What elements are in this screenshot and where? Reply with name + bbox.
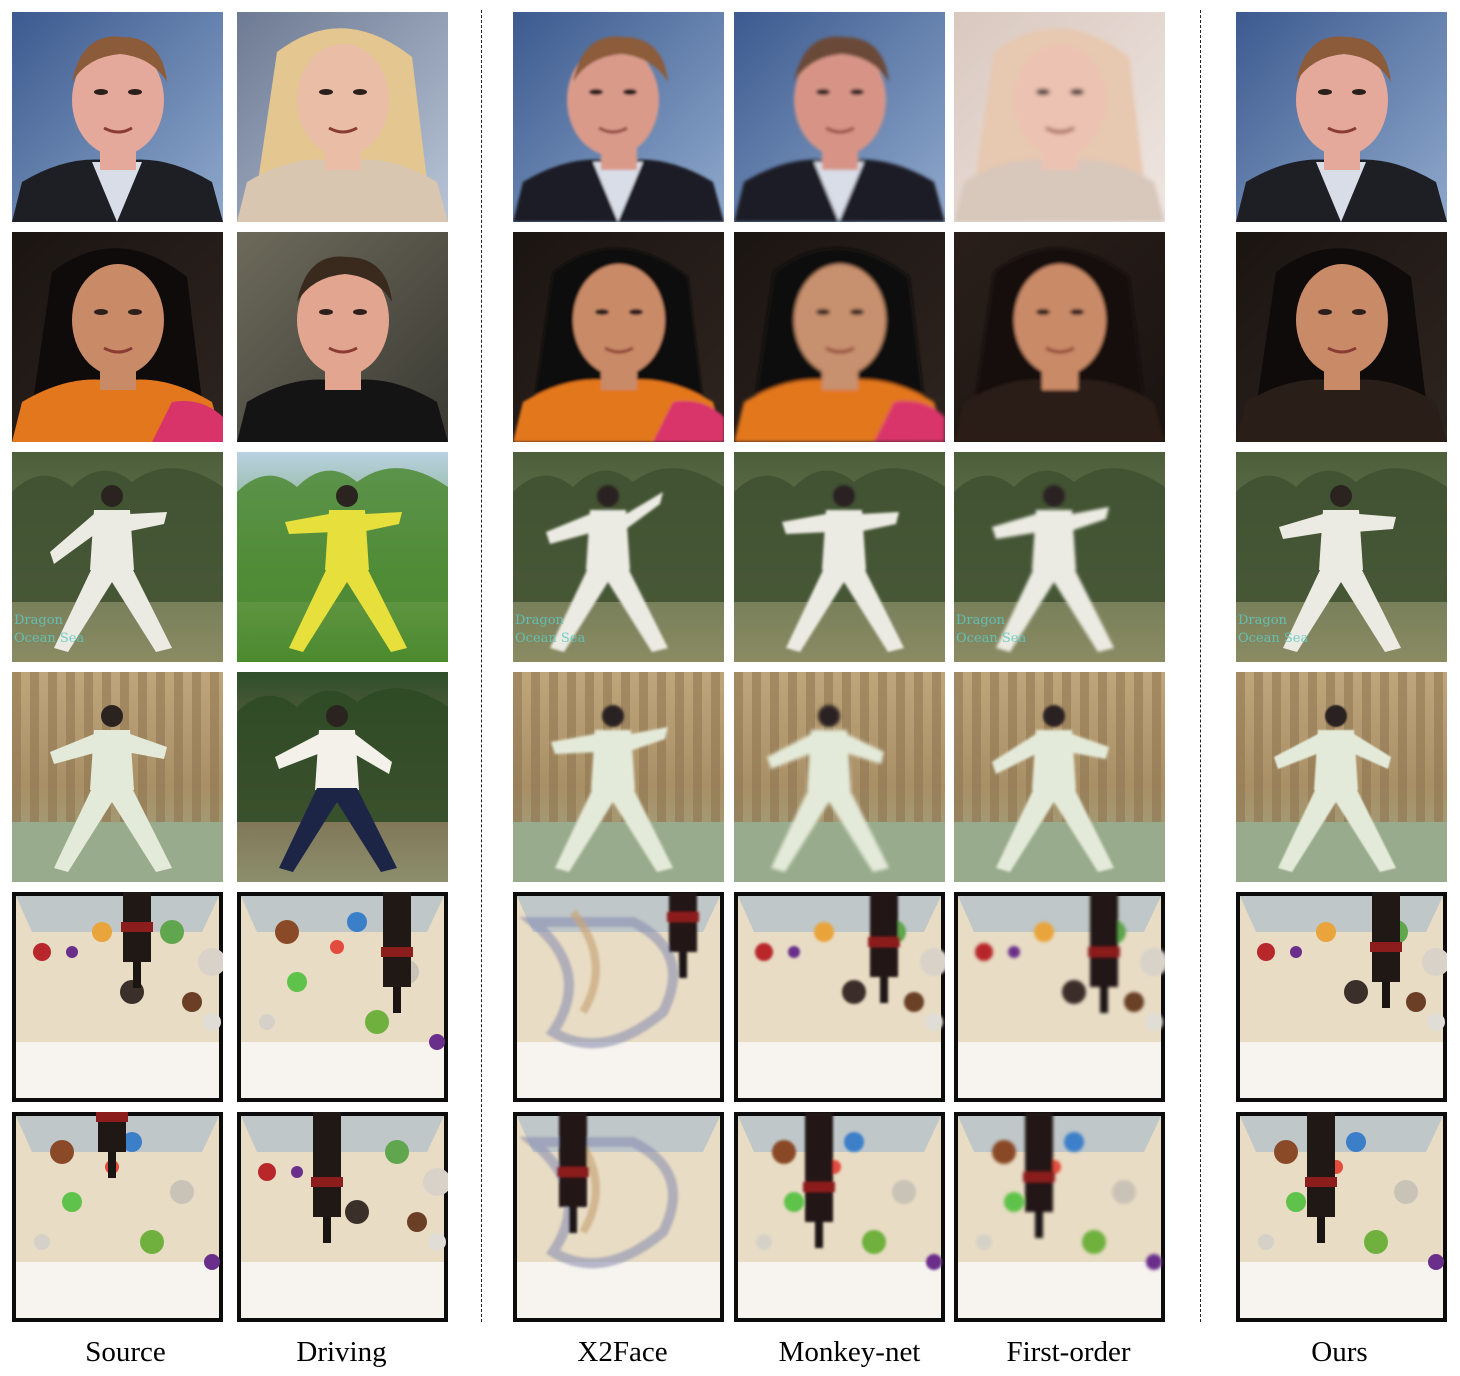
- thumbnail-ours-robot-1: [1236, 892, 1447, 1102]
- thumbnail-image: [954, 1112, 1165, 1322]
- thumbnail-image: Dragon Ocean Sea: [954, 452, 1165, 662]
- thumbnail-image: [734, 892, 945, 1102]
- thumbnail-driving-robot-1: [237, 892, 448, 1102]
- dragon-text: Dragon: [515, 613, 565, 628]
- thumbnail-firstorder-robot-2: [954, 1112, 1165, 1322]
- thumbnail-image: [1236, 672, 1447, 882]
- divider-right: [1200, 10, 1201, 1322]
- thumbnail-image: [237, 892, 448, 1102]
- thumbnail-image: [513, 892, 724, 1102]
- thumbnail-x2face-taichi-2: [513, 672, 724, 882]
- thumbnail-image: [12, 12, 223, 222]
- thumbnail-x2face-face-1: [513, 12, 724, 222]
- thumbnail-firstorder-taichi-1: Dragon Ocean Sea: [954, 452, 1165, 662]
- thumbnail-source-face-2: [12, 232, 223, 442]
- thumbnail-image: [12, 232, 223, 442]
- thumbnail-source-robot-2: [12, 1112, 223, 1322]
- ocean-text: Ocean Sea: [1238, 631, 1308, 646]
- column-label-ours: Ours: [1311, 1336, 1368, 1368]
- thumbnail-image: [237, 232, 448, 442]
- thumbnail-image: Dragon Ocean Sea: [12, 452, 223, 662]
- thumbnail-image: [1236, 1112, 1447, 1322]
- column-label-driving: Driving: [296, 1336, 387, 1368]
- ocean-text: Ocean Sea: [14, 631, 84, 646]
- thumbnail-firstorder-robot-1: [954, 892, 1165, 1102]
- thumbnail-ours-robot-2: [1236, 1112, 1447, 1322]
- thumbnail-firstorder-face-1: [954, 12, 1165, 222]
- thumbnail-image: [734, 672, 945, 882]
- thumbnail-driving-taichi-1: [237, 452, 448, 662]
- thumbnail-image: [734, 452, 945, 662]
- thumbnail-image: [954, 892, 1165, 1102]
- thumbnail-source-taichi-1: Dragon Ocean Sea: [12, 452, 223, 662]
- thumbnail-ours-face-2: [1236, 232, 1447, 442]
- ocean-text: Ocean Sea: [515, 631, 585, 646]
- thumbnail-driving-robot-2: [237, 1112, 448, 1322]
- thumbnail-driving-face-1: [237, 12, 448, 222]
- thumbnail-source-taichi-2: [12, 672, 223, 882]
- column-label-source: Source: [85, 1336, 166, 1368]
- thumbnail-image: [954, 232, 1165, 442]
- thumbnail-source-face-1: [12, 12, 223, 222]
- thumbnail-driving-taichi-2: [237, 672, 448, 882]
- thumbnail-ours-face-1: [1236, 12, 1447, 222]
- thumbnail-x2face-robot-2: [513, 1112, 724, 1322]
- thumbnail-image: [1236, 232, 1447, 442]
- ocean-text: Ocean Sea: [956, 631, 1026, 646]
- thumbnail-image: Dragon Ocean Sea: [1236, 452, 1447, 662]
- column-label-firstorder: First-order: [1006, 1336, 1131, 1368]
- thumbnail-image: Dragon Ocean Sea: [513, 452, 724, 662]
- thumbnail-firstorder-face-2: [954, 232, 1165, 442]
- thumbnail-image: [513, 232, 724, 442]
- thumbnail-source-robot-1: [12, 892, 223, 1102]
- thumbnail-image: [954, 12, 1165, 222]
- thumbnail-monkeynet-robot-2: [734, 1112, 945, 1322]
- thumbnail-monkeynet-robot-1: [734, 892, 945, 1102]
- thumbnail-monkeynet-taichi-1: [734, 452, 945, 662]
- thumbnail-image: [12, 892, 223, 1102]
- thumbnail-firstorder-taichi-2: [954, 672, 1165, 882]
- thumbnail-x2face-face-2: [513, 232, 724, 442]
- thumbnail-monkeynet-face-1: [734, 12, 945, 222]
- thumbnail-image: [734, 12, 945, 222]
- thumbnail-ours-taichi-2: [1236, 672, 1447, 882]
- dragon-text: Dragon: [14, 613, 64, 628]
- thumbnail-image: [237, 452, 448, 662]
- thumbnail-image: [513, 12, 724, 222]
- thumbnail-driving-face-2: [237, 232, 448, 442]
- thumbnail-image: [12, 672, 223, 882]
- column-label-x2face: X2Face: [577, 1336, 668, 1368]
- thumbnail-image: [1236, 12, 1447, 222]
- thumbnail-ours-taichi-1: Dragon Ocean Sea: [1236, 452, 1447, 662]
- thumbnail-image: [237, 12, 448, 222]
- thumbnail-image: [513, 1112, 724, 1322]
- thumbnail-monkeynet-taichi-2: [734, 672, 945, 882]
- thumbnail-image: [12, 1112, 223, 1322]
- thumbnail-image: [1236, 892, 1447, 1102]
- column-label-monkeynet: Monkey-net: [778, 1336, 921, 1368]
- thumbnail-image: [513, 672, 724, 882]
- thumbnail-monkeynet-face-2: [734, 232, 945, 442]
- thumbnail-x2face-taichi-1: Dragon Ocean Sea: [513, 452, 724, 662]
- thumbnail-image: [237, 672, 448, 882]
- divider-left: [481, 10, 482, 1322]
- thumbnail-image: [734, 232, 945, 442]
- dragon-text: Dragon: [1238, 613, 1288, 628]
- thumbnail-x2face-robot-1: [513, 892, 724, 1102]
- dragon-text: Dragon: [956, 613, 1006, 628]
- thumbnail-image: [734, 1112, 945, 1322]
- thumbnail-image: [954, 672, 1165, 882]
- thumbnail-image: [237, 1112, 448, 1322]
